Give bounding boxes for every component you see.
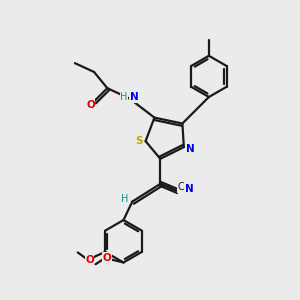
Text: O: O [85, 254, 94, 265]
Text: H: H [120, 92, 128, 102]
Text: C: C [178, 182, 184, 192]
Text: N: N [186, 143, 195, 154]
Text: H: H [121, 194, 129, 204]
Text: O: O [86, 100, 95, 110]
Text: S: S [135, 136, 143, 146]
Text: N: N [130, 92, 139, 102]
Text: O: O [103, 253, 112, 263]
Text: N: N [185, 184, 194, 194]
